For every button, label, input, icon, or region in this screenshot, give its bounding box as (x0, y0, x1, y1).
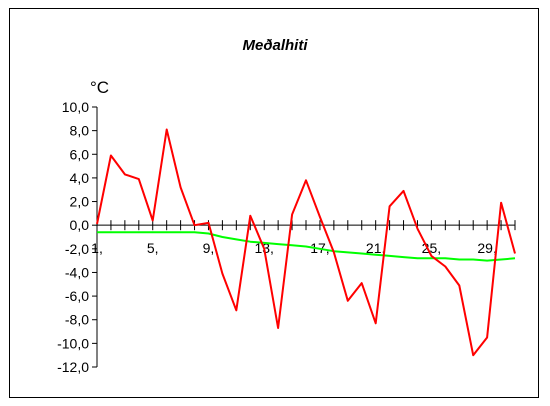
y-tick-label: -4,0 (65, 264, 89, 280)
series-line-2 (97, 231, 516, 262)
y-axis: 10,0 8,0 6,0 4,0 2,0 0,0 -2,0 -4,0 -6,0 -8,0 -10,0… (57, 99, 98, 375)
y-tick-label: -10,0 (57, 335, 89, 351)
y-tick-label: -12,0 (57, 359, 89, 375)
y-tick-label: 0,0 (70, 217, 90, 233)
y-tick-label: 8,0 (70, 123, 90, 139)
y-tick-label: 6,0 (70, 146, 90, 162)
x-tick-label: 21, (366, 240, 385, 256)
x-tick-label: 1, (91, 240, 103, 256)
y-tick-label: -2,0 (65, 241, 89, 257)
y-tick-label: 10,0 (62, 99, 89, 115)
series-layer (96, 128, 516, 357)
y-tick-label: -8,0 (65, 312, 89, 328)
x-axis: 1, 5, 9, 13, 17, 21, 25, 29, (91, 220, 516, 256)
chart-title: Meðalhiti (242, 37, 308, 54)
y-tick-label: 2,0 (70, 194, 90, 210)
x-tick-label: 29, (477, 240, 496, 256)
x-tick-label: 9, (203, 240, 215, 256)
y-tick-label: -6,0 (65, 288, 89, 304)
y-tick-label: 4,0 (70, 170, 90, 186)
x-tick-label: 5, (147, 240, 159, 256)
y-axis-unit-label: °C (90, 78, 110, 97)
series-line-1 (96, 128, 516, 357)
